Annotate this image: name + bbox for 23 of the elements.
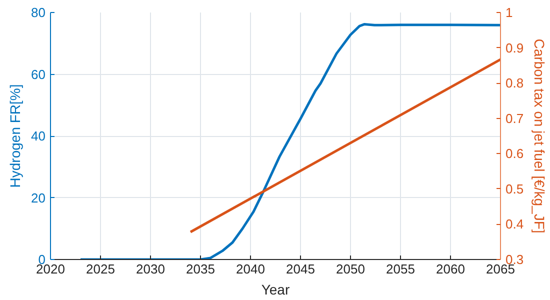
y2-tick-label: 0.9 <box>506 40 524 56</box>
y2-tick-label: 0.7 <box>506 110 524 126</box>
y-tick-label: 40 <box>31 128 46 144</box>
line-series <box>79 22 500 260</box>
y2-tick-label: 0.5 <box>506 181 524 196</box>
x-tick-label: 2045 <box>286 262 315 276</box>
x-axis-title: Year <box>261 282 290 298</box>
x-tick-label: 2040 <box>236 262 265 276</box>
x-tick-label: 2035 <box>186 262 215 276</box>
x-tick-label: 2050 <box>336 262 365 276</box>
y-tick-label: 20 <box>31 190 46 206</box>
y2-tick-label: 1 <box>506 5 513 20</box>
y2-tick-label: 0.4 <box>506 216 524 232</box>
x-tick-label: 2060 <box>436 262 465 276</box>
y-axis-title: Hydrogen FR[%] <box>7 84 24 188</box>
y2-axis-title: Carbon tax on jet fuel [€/kg_JF] <box>532 38 548 234</box>
y-tick-label: 60 <box>31 66 46 82</box>
x-tick-label: 2025 <box>86 262 115 276</box>
x-tick-label: 2055 <box>386 262 415 276</box>
x-tick-label: 2030 <box>136 262 165 276</box>
y2-tick-label: 0.8 <box>506 76 524 91</box>
y-tick-label: 80 <box>31 5 46 20</box>
y2-tick-label: 0.6 <box>506 146 524 162</box>
